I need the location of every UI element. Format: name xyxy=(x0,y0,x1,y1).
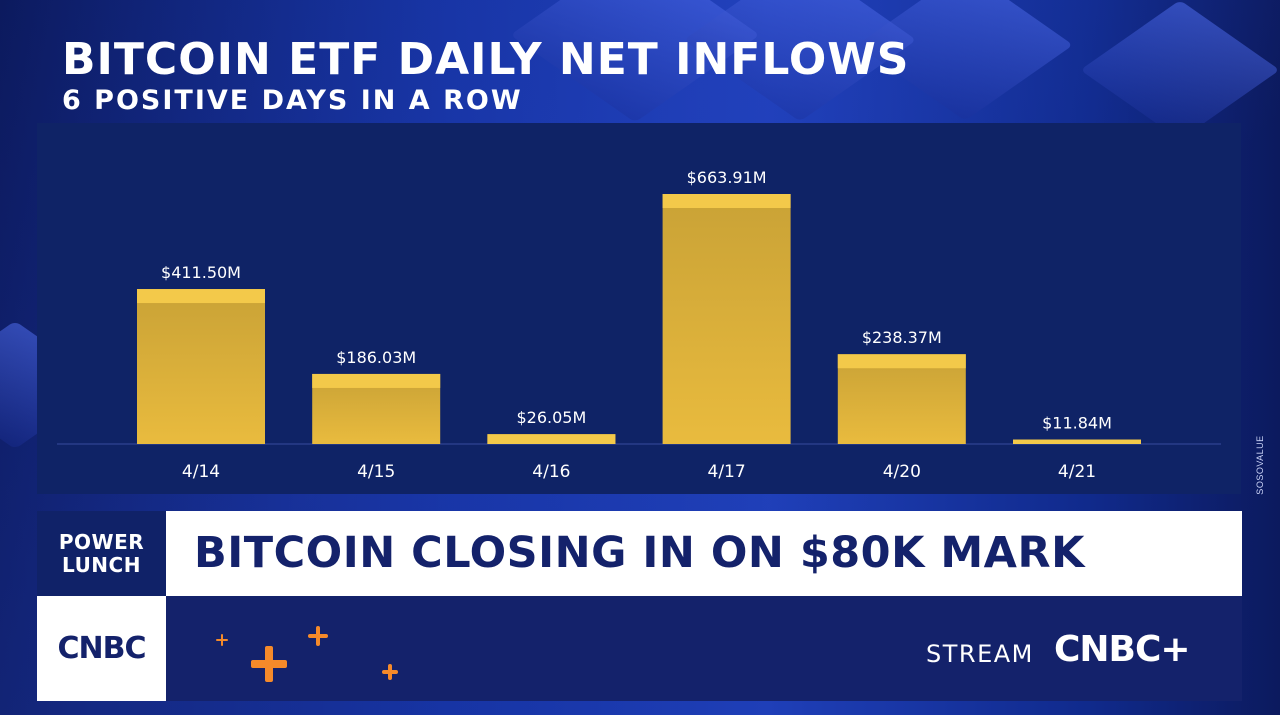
x-tick-label: 4/21 xyxy=(1058,462,1096,482)
bar-cap-4-15 xyxy=(312,373,441,388)
data-label: $11.84M xyxy=(1042,414,1112,433)
chart-title: BITCOIN ETF DAILY NET INFLOWS xyxy=(62,34,910,85)
plus-icon xyxy=(382,664,398,680)
bar-cap-4-20 xyxy=(837,354,966,369)
x-tick-label: 4/16 xyxy=(532,462,570,482)
x-tick-label: 4/14 xyxy=(182,462,220,482)
show-name-line2: LUNCH xyxy=(62,552,141,577)
bars-layer: $411.50M 4/14 $186.03M 4/15 $26.05M 4/16 $663.… xyxy=(57,168,1221,482)
data-label: $411.50M xyxy=(161,263,241,282)
headline-text: BITCOIN CLOSING IN ON $80K MARK xyxy=(194,528,1085,578)
data-label: $26.05M xyxy=(517,408,587,427)
show-name-line1: POWER xyxy=(58,529,145,554)
x-tick-label: 4/15 xyxy=(357,462,395,482)
data-label: $663.91M xyxy=(687,168,767,187)
network-logo-box: CNBC xyxy=(37,596,166,701)
x-tick-label: 4/20 xyxy=(883,462,921,482)
bar-cap-4-21 xyxy=(1013,439,1141,444)
background-cube-decoration xyxy=(1080,0,1280,140)
plus-icon xyxy=(308,626,328,646)
data-label: $186.03M xyxy=(336,348,416,367)
chart-panel: $411.50M 4/14 $186.03M 4/15 $26.05M 4/16 $663.… xyxy=(37,123,1241,494)
chart-subtitle: 6 POSITIVE DAYS IN A ROW xyxy=(62,85,523,116)
bar-4-14 xyxy=(137,289,265,444)
plus-icon xyxy=(216,634,228,646)
plus-icon xyxy=(251,646,287,682)
bar-cap-4-14 xyxy=(137,289,265,304)
bar-cap-4-16 xyxy=(487,434,616,444)
stream-label: STREAM xyxy=(926,640,1034,668)
bar-4-20 xyxy=(837,354,966,444)
bar-cap-4-17 xyxy=(662,194,791,208)
cnbc-plus-logo: CNBC+ xyxy=(1054,629,1191,670)
source-credit: SOSOVALUE xyxy=(1250,430,1265,500)
bottom-ticker-bar: STREAM CNBC+ xyxy=(166,596,1242,701)
cnbc-logo: CNBC xyxy=(57,631,146,666)
bar-4-17 xyxy=(662,194,791,444)
bar-chart: $411.50M 4/14 $186.03M 4/15 $26.05M 4/16 $663.… xyxy=(57,168,1221,482)
show-name-box: POWER LUNCH xyxy=(37,511,166,596)
source-credit-text: SOSOVALUE xyxy=(1255,435,1265,495)
data-label: $238.37M xyxy=(862,328,942,347)
x-tick-label: 4/17 xyxy=(708,462,746,482)
headline-banner: BITCOIN CLOSING IN ON $80K MARK xyxy=(166,511,1242,596)
